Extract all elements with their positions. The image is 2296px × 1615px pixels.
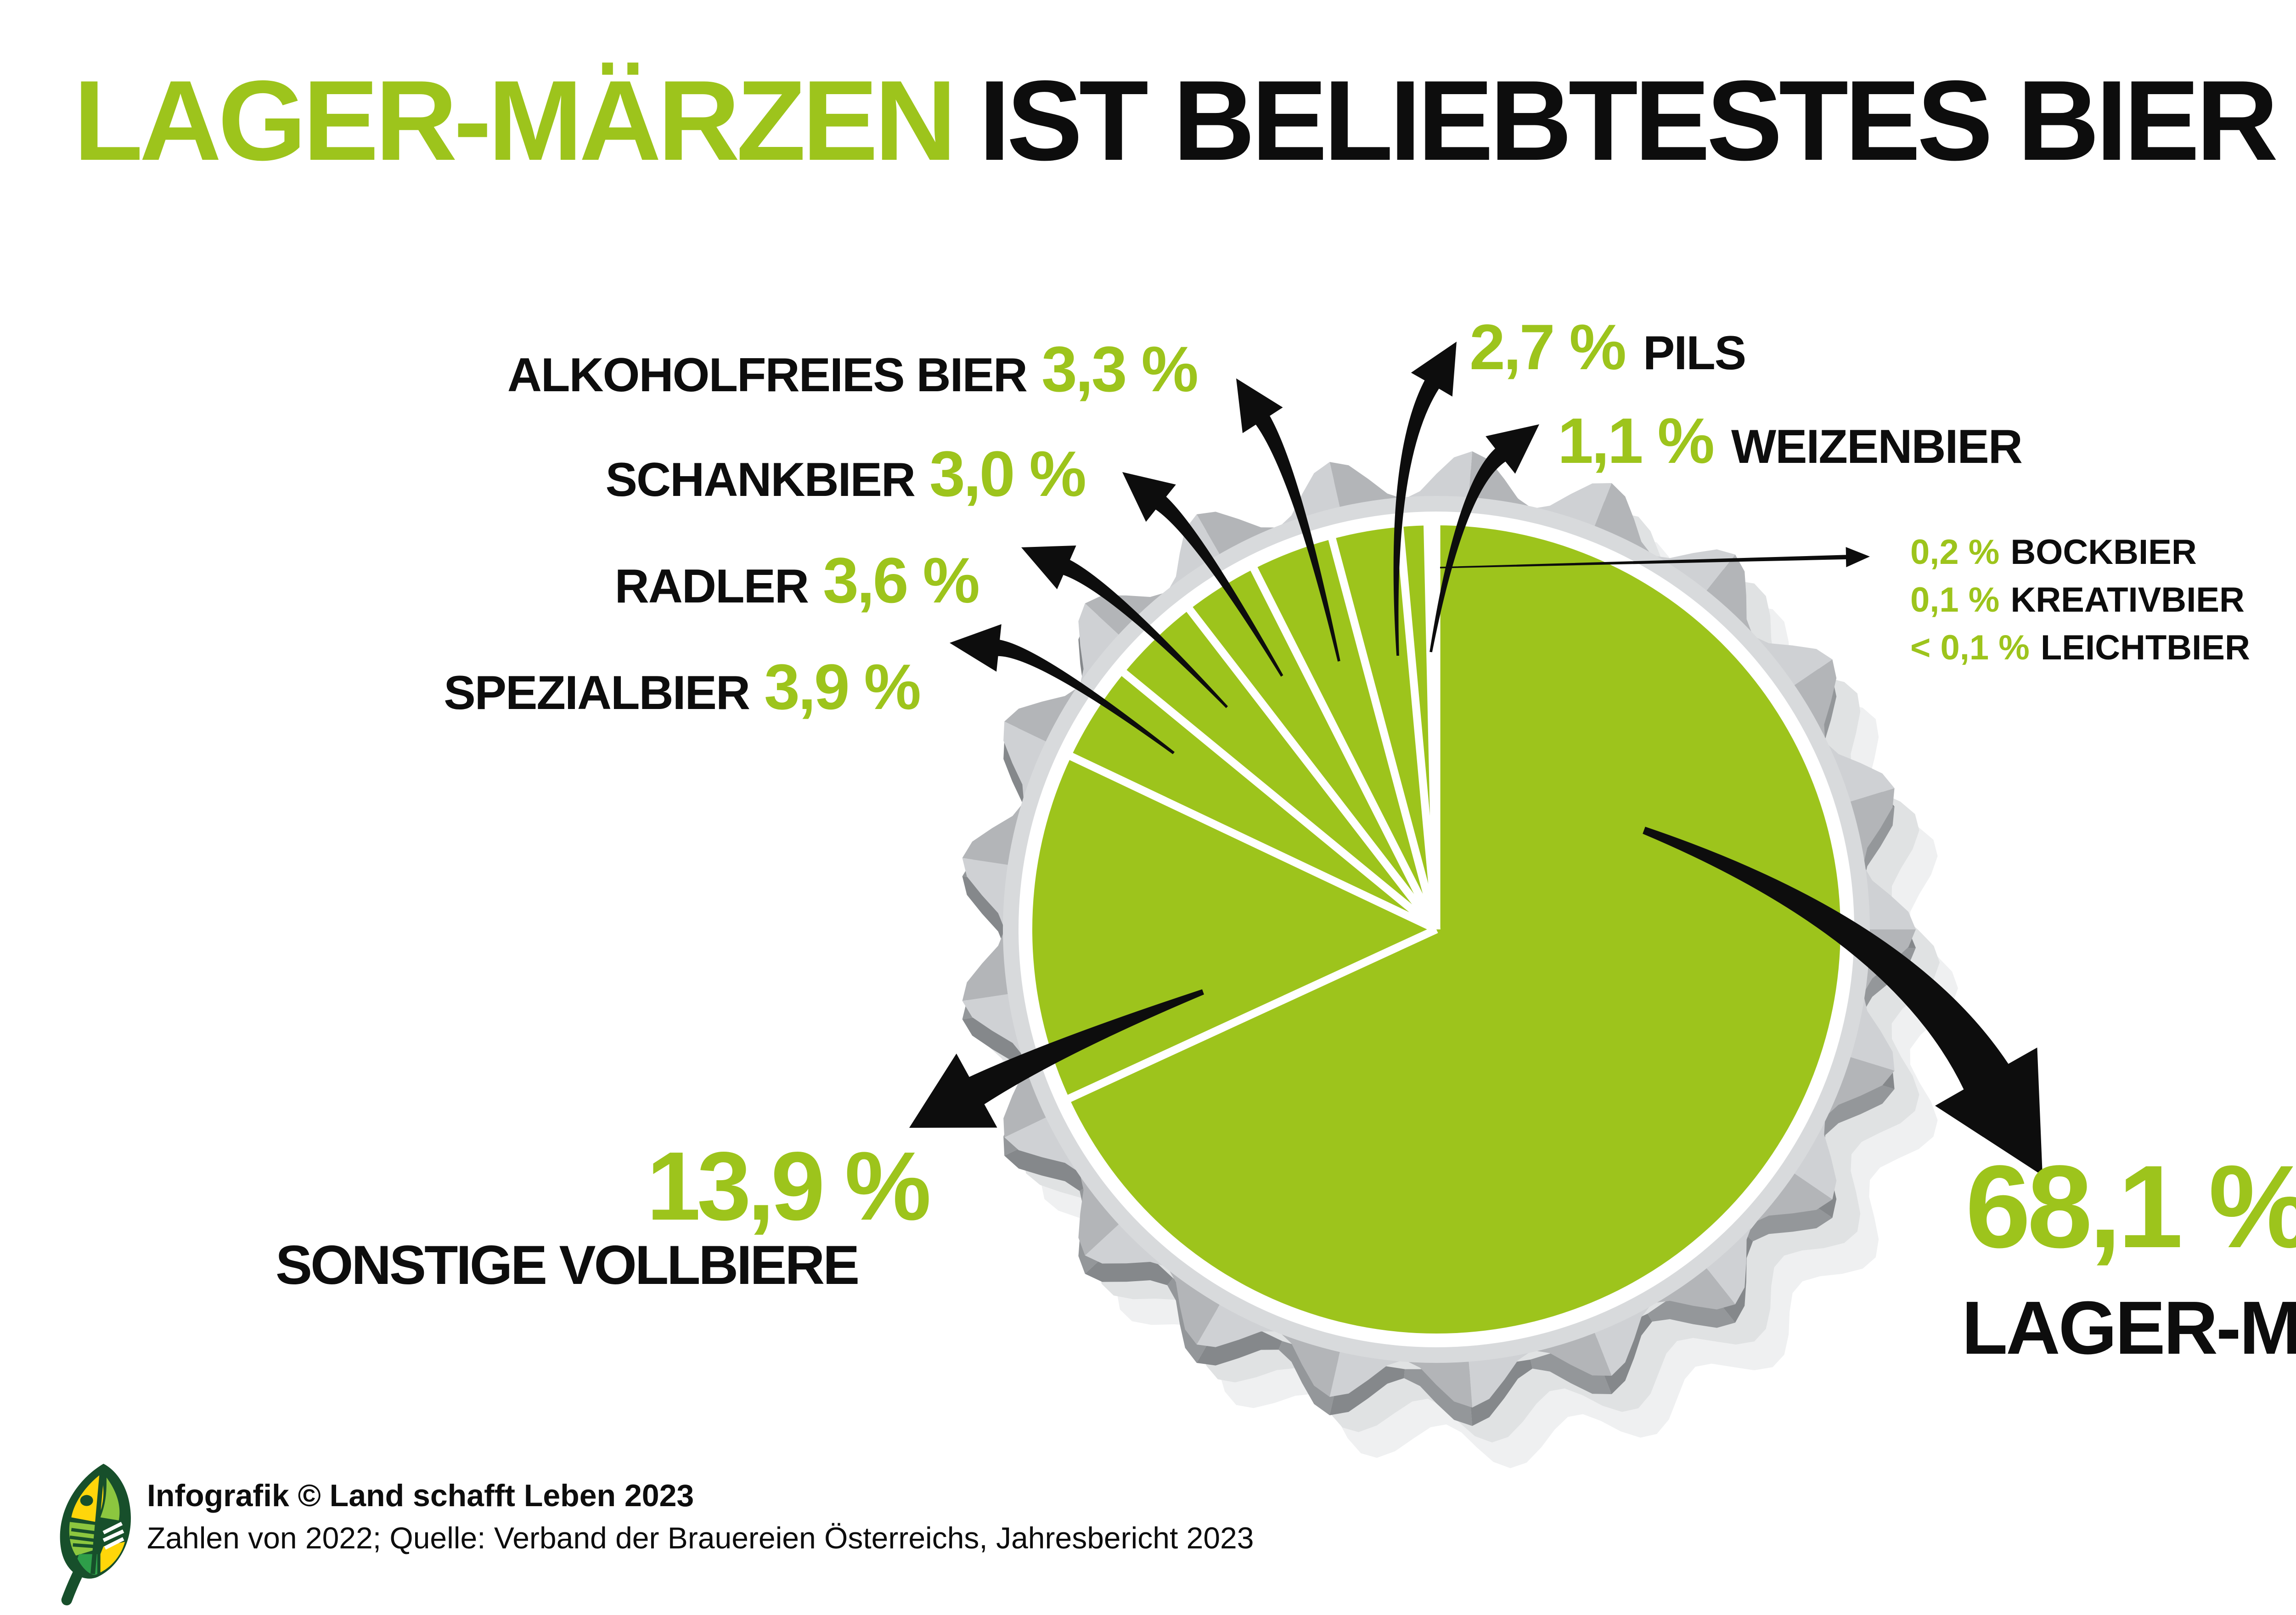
callout-label: BOCKBIER <box>2010 535 2197 573</box>
title-highlight: LAGER-MÄRZEN <box>73 59 957 186</box>
callout-kreativbier: 0,1 % KREATIVBIER <box>1910 579 2250 626</box>
callout-value: 3,0 % <box>929 439 1086 511</box>
leaf-white-stripes <box>102 1522 124 1550</box>
callout-radler: RADLER 3,6 % <box>614 546 980 619</box>
callout-value: < 0,1 % <box>1910 630 2030 669</box>
callout-value: 1,1 % <box>1558 406 1715 478</box>
slice-separators <box>1066 523 1441 1103</box>
callout-bockbier: 0,2 % BOCKBIER <box>1910 531 2250 579</box>
leaf-dot <box>80 1495 93 1506</box>
callout-value: 3,6 % <box>823 546 980 617</box>
leaf-segment-yellow-bottom <box>100 1542 125 1573</box>
callout-arrows <box>909 342 2043 1176</box>
footer-credit: Infografik © Land schafft Leben 2023 <box>147 1479 694 1514</box>
callout-tiny-slices: 0,2 % BOCKBIER 0,1 % KREATIVBIER < 0,1 % LE… <box>1910 531 2250 674</box>
leaf-vein <box>90 1471 104 1575</box>
callout-weizenbier: 1,1 % WEIZENBIER <box>1558 406 2023 479</box>
callout-label: SPEZIALBIER <box>444 665 750 720</box>
callout-label: RADLER <box>614 558 809 613</box>
callout-spezialbier: SPEZIALBIER 3,9 % <box>444 652 921 726</box>
lager-maerzen-value: 68,1 % <box>1965 1141 2296 1273</box>
callout-value: 0,1 % <box>1910 582 2000 621</box>
sonstige-vollbiere-value: 13,9 % <box>647 1133 931 1242</box>
callout-leichtbier: < 0,1 % LEICHTBIER <box>1910 626 2250 674</box>
leaf-logo-icon <box>60 1463 131 1605</box>
footer-source: Zahlen von 2022; Quelle: Verband der Bra… <box>147 1523 1254 1556</box>
callout-label: ALKOHOLFREIES BIER <box>507 347 1028 402</box>
page-title: LAGER-MÄRZEN IST BELIEBTESTES BIER <box>73 65 2279 180</box>
lager-maerzen-label: LAGER-MÄRZEN <box>1962 1286 2296 1370</box>
callout-value: 2,7 % <box>1469 312 1626 384</box>
callout-value: 3,9 % <box>764 652 921 724</box>
callout-alkoholfreies-bier: ALKOHOLFREIES BIER 3,3 % <box>507 334 1199 408</box>
leaf-stripe-lines <box>69 1528 95 1548</box>
callout-label: PILS <box>1643 325 1746 380</box>
leaf-segment-lime <box>100 1477 120 1520</box>
callout-value: 3,3 % <box>1041 334 1199 406</box>
callout-label: KREATIVBIER <box>2010 582 2245 621</box>
callout-value: 0,2 % <box>1910 535 2000 573</box>
sonstige-vollbiere-label: SONSTIGE VOLLBIERE <box>276 1236 860 1297</box>
callout-pils: 2,7 % PILS <box>1469 312 1746 386</box>
callout-label: LEICHTBIER <box>2040 630 2250 669</box>
callout-label: WEIZENBIER <box>1731 419 2023 474</box>
title-rest: IST BELIEBTESTES BIER <box>979 59 2278 186</box>
callout-schankbier: SCHANKBIER 3,0 % <box>605 439 1086 512</box>
callout-label: SCHANKBIER <box>605 452 916 507</box>
